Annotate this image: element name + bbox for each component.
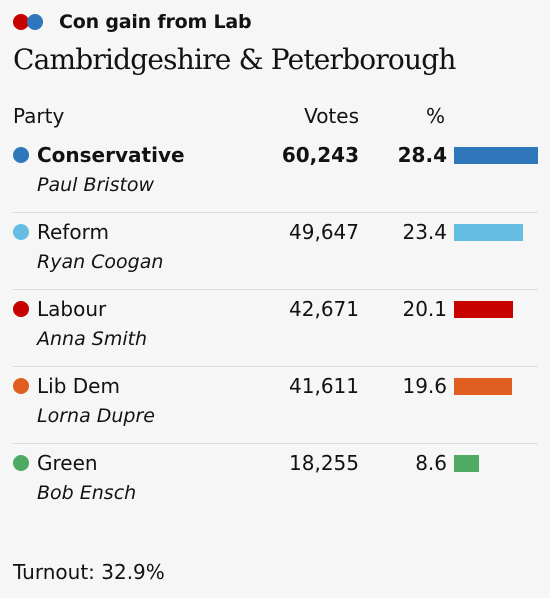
- candidate-name: Bob Ensch: [37, 482, 137, 504]
- from-party-dot: [13, 14, 29, 30]
- table-row: Green Bob Ensch 18,255 8.6: [13, 443, 538, 520]
- vote-count: 41,611: [289, 374, 359, 398]
- gain-row: Con gain from Lab: [13, 6, 543, 38]
- candidate-name: Paul Bristow: [37, 174, 155, 196]
- table-row: Reform Ryan Coogan 49,647 23.4: [13, 212, 538, 289]
- candidate-name: Anna Smith: [37, 328, 148, 350]
- results-table: Party Votes % Conservative Paul Bristow 60…: [13, 98, 538, 520]
- vote-count: 18,255: [289, 451, 359, 475]
- vote-share: 20.1: [402, 297, 447, 321]
- party-color-dot: [13, 301, 29, 317]
- gain-label: Con gain from Lab: [59, 11, 252, 33]
- party-color-dot: [13, 147, 29, 163]
- vote-share-bar: [454, 224, 523, 241]
- party-label: Lib Dem: [37, 374, 120, 398]
- vote-share-bar: [454, 147, 538, 164]
- table-row: Conservative Paul Bristow 60,243 28.4: [13, 136, 538, 212]
- party-label: Green: [37, 451, 98, 475]
- party-name: Reform: [13, 218, 109, 246]
- result-header: Con gain from Lab Cambridgeshire & Peter…: [13, 6, 543, 78]
- party-name: Green: [13, 449, 98, 477]
- column-party: Party: [13, 104, 65, 128]
- party-color-dot: [13, 224, 29, 240]
- vote-share-bar: [454, 301, 513, 318]
- table-row: Lib Dem Lorna Dupre 41,611 19.6: [13, 366, 538, 443]
- vote-share-bar: [454, 455, 479, 472]
- gain-swap-icon: [13, 12, 51, 32]
- party-label: Labour: [37, 297, 107, 321]
- candidate-name: Ryan Coogan: [37, 251, 164, 273]
- vote-count: 49,647: [289, 220, 359, 244]
- vote-count: 42,671: [289, 297, 359, 321]
- column-percent: %: [426, 104, 446, 128]
- party-color-dot: [13, 455, 29, 471]
- vote-count: 60,243: [281, 143, 359, 167]
- table-header: Party Votes %: [13, 98, 538, 136]
- party-color-dot: [13, 378, 29, 394]
- party-label: Conservative: [37, 143, 185, 167]
- party-name: Conservative: [13, 141, 185, 169]
- vote-share: 23.4: [402, 220, 447, 244]
- vote-share: 8.6: [415, 451, 447, 475]
- party-name: Labour: [13, 295, 106, 323]
- party-label: Reform: [37, 220, 109, 244]
- candidate-name: Lorna Dupre: [37, 405, 155, 427]
- vote-share: 19.6: [402, 374, 447, 398]
- constituency-title: Cambridgeshire & Peterborough: [13, 43, 456, 76]
- vote-share-bar: [454, 378, 512, 395]
- column-votes: Votes: [304, 104, 359, 128]
- to-party-dot: [27, 14, 43, 30]
- turnout: Turnout: 32.9%: [13, 560, 165, 584]
- table-body: Conservative Paul Bristow 60,243 28.4 Reform…: [13, 136, 538, 520]
- table-row: Labour Anna Smith 42,671 20.1: [13, 289, 538, 366]
- vote-share: 28.4: [397, 143, 447, 167]
- party-name: Lib Dem: [13, 372, 120, 400]
